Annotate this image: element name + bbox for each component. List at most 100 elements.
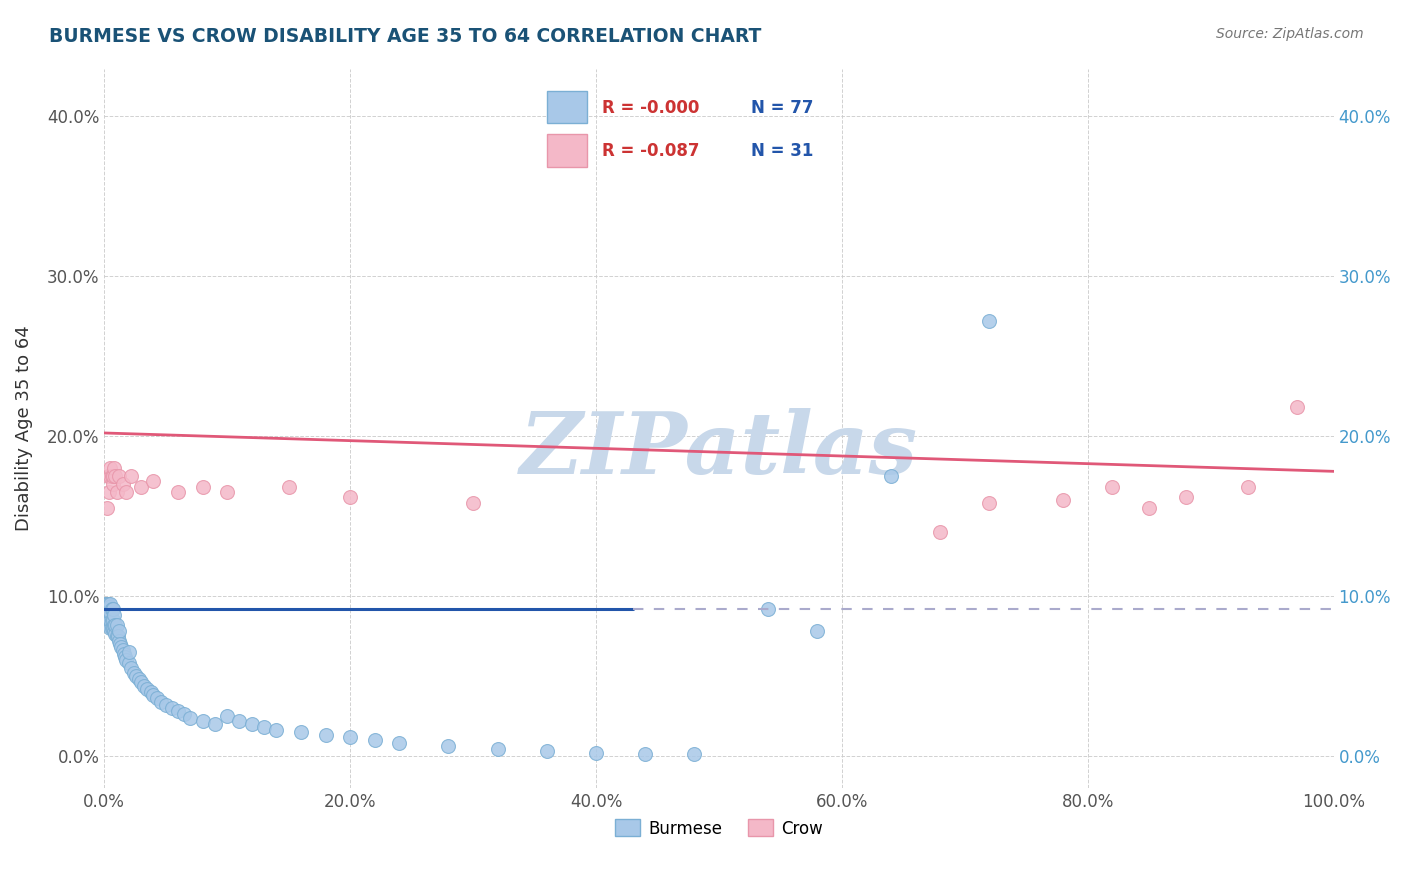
Point xyxy=(461,496,484,510)
Point xyxy=(104,617,127,632)
Point xyxy=(110,640,132,655)
Point xyxy=(100,613,122,627)
Point xyxy=(111,477,134,491)
Point xyxy=(97,597,120,611)
Point xyxy=(880,469,903,483)
Point xyxy=(128,672,150,686)
Point xyxy=(364,732,387,747)
Point xyxy=(1236,480,1258,494)
Point xyxy=(155,698,177,712)
Point xyxy=(100,605,122,619)
Point xyxy=(191,714,214,728)
Point xyxy=(96,613,118,627)
Point xyxy=(100,469,122,483)
Point xyxy=(585,746,607,760)
Point xyxy=(103,461,125,475)
Point xyxy=(536,744,558,758)
Point xyxy=(98,600,121,615)
Point xyxy=(139,685,162,699)
Point xyxy=(146,691,169,706)
Point xyxy=(104,627,127,641)
Text: Source: ZipAtlas.com: Source: ZipAtlas.com xyxy=(1216,27,1364,41)
Point xyxy=(101,613,124,627)
Point xyxy=(104,469,127,483)
Point xyxy=(228,714,250,728)
Point xyxy=(96,597,118,611)
Point xyxy=(100,461,122,475)
Point xyxy=(100,621,122,635)
Point xyxy=(129,675,152,690)
Point xyxy=(132,679,155,693)
Point xyxy=(94,605,117,619)
Text: N = 31: N = 31 xyxy=(751,142,813,160)
Point xyxy=(100,597,122,611)
Point xyxy=(120,661,142,675)
Point xyxy=(437,739,460,754)
Point xyxy=(160,701,183,715)
Point xyxy=(115,485,138,500)
Point xyxy=(979,314,1001,328)
Point xyxy=(266,723,288,738)
Point xyxy=(277,480,299,494)
Point xyxy=(94,597,117,611)
Point xyxy=(105,485,128,500)
Point xyxy=(125,669,148,683)
Point xyxy=(388,736,411,750)
Point xyxy=(120,469,142,483)
Point xyxy=(96,501,118,516)
Point xyxy=(290,725,312,739)
Point xyxy=(101,602,124,616)
Point xyxy=(98,617,121,632)
Point xyxy=(142,688,165,702)
Point xyxy=(114,649,136,664)
Point xyxy=(1175,490,1198,504)
Point xyxy=(100,621,122,635)
FancyBboxPatch shape xyxy=(547,91,586,123)
Point xyxy=(1137,501,1160,516)
Point xyxy=(191,480,214,494)
Point xyxy=(115,653,138,667)
Point xyxy=(100,613,122,627)
FancyBboxPatch shape xyxy=(547,134,586,167)
Point xyxy=(101,469,124,483)
Point xyxy=(103,608,125,623)
Point xyxy=(108,624,131,639)
Point xyxy=(1285,401,1308,415)
Point xyxy=(339,490,361,504)
Point xyxy=(634,747,657,762)
Point xyxy=(806,624,828,639)
Point xyxy=(101,621,124,635)
Point xyxy=(979,496,1001,510)
Text: ZIPatlas: ZIPatlas xyxy=(520,408,918,491)
Text: R = -0.087: R = -0.087 xyxy=(602,142,700,160)
Point xyxy=(929,525,952,540)
Point xyxy=(204,717,226,731)
Point xyxy=(107,629,129,643)
Point xyxy=(96,602,118,616)
Point xyxy=(97,469,120,483)
Point xyxy=(756,602,779,616)
Point xyxy=(1052,493,1074,508)
Point xyxy=(217,709,239,723)
Point xyxy=(240,717,263,731)
Point xyxy=(98,608,121,623)
Point xyxy=(173,707,195,722)
Point xyxy=(103,624,125,639)
Point xyxy=(118,645,141,659)
Point xyxy=(122,665,145,680)
Point xyxy=(136,681,159,696)
Point xyxy=(108,633,131,648)
Point xyxy=(108,469,131,483)
Point xyxy=(167,704,190,718)
Point xyxy=(179,710,201,724)
Point xyxy=(683,747,706,762)
Point xyxy=(97,613,120,627)
Point xyxy=(105,617,128,632)
Point xyxy=(110,637,132,651)
Point xyxy=(315,728,337,742)
Point xyxy=(253,720,276,734)
Point xyxy=(1101,480,1123,494)
Point xyxy=(149,694,172,708)
Y-axis label: Disability Age 35 to 64: Disability Age 35 to 64 xyxy=(15,326,32,531)
Point xyxy=(98,485,121,500)
